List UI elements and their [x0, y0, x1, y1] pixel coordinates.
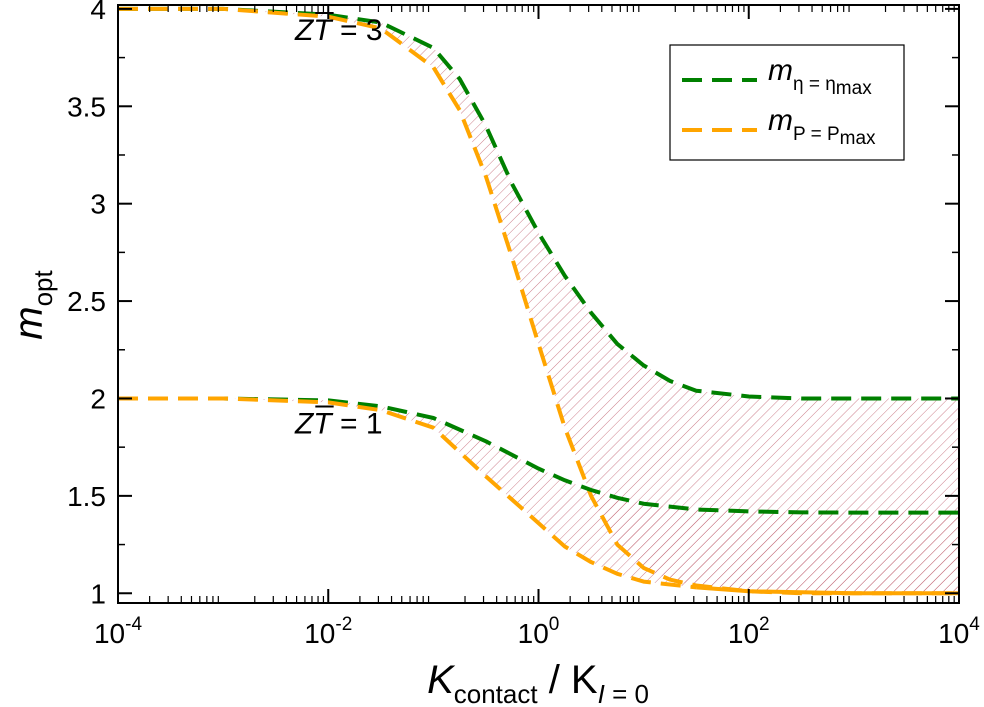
- shaded-region-zt-3: [118, 8, 959, 594]
- annotations: ZT = 3 ZT = 1: [294, 12, 383, 441]
- ticks-layer: 1 1.5 2 2.5 3 3.5 4 10-4 10-2 100 102 104: [67, 0, 980, 649]
- shaded-region-layer: [118, 8, 959, 594]
- x-tick-label: 104: [938, 614, 980, 649]
- annotation-zt-3: ZT = 3: [294, 12, 383, 47]
- svg-text:mopt: mopt: [7, 269, 58, 339]
- y-tick-label: 2: [90, 383, 106, 414]
- legend-label-eta: mη = ηmax: [768, 54, 872, 99]
- x-axis-label-main: K: [427, 658, 456, 702]
- series-line-3-tail: [696, 585, 959, 596]
- x-tick-label: 10-2: [304, 614, 352, 649]
- x-tick-label: 100: [518, 614, 560, 649]
- series-layer: [118, 6, 959, 596]
- x-axis-label-sep: / K: [538, 658, 598, 702]
- legend-box: [669, 44, 905, 161]
- series-line-3: [118, 396, 697, 590]
- y-tick-label: 3: [90, 189, 106, 220]
- x-axis-label-sub2-rest: = 0: [605, 679, 649, 707]
- x-tick-label: 10-4: [94, 614, 142, 649]
- y-tick-label: 1: [90, 578, 106, 609]
- x-tick-label: 102: [728, 614, 770, 649]
- y-axis-label: mopt: [7, 269, 58, 339]
- svg-text:Kcontact / KI = 0: Kcontact / KI = 0: [427, 658, 649, 707]
- series-line-2: [118, 396, 959, 515]
- series-line-0: [118, 6, 959, 401]
- y-tick-label: 1.5: [67, 481, 106, 512]
- annotation-zt-1: ZT = 1: [294, 405, 383, 441]
- y-tick-label: 2.5: [67, 286, 106, 317]
- legend: mη = ηmax mP = Pmax: [669, 44, 905, 161]
- shaded-region-zt-1: [118, 398, 959, 594]
- y-axis-label-sub: opt: [28, 269, 58, 306]
- x-axis-label-sub2-italic: I: [598, 679, 605, 707]
- svg-text:ZT = 1: ZT = 1: [294, 408, 383, 441]
- y-tick-label: 3.5: [67, 91, 106, 122]
- y-axis-label-main: m: [7, 306, 51, 339]
- x-axis-label: Kcontact / KI = 0: [427, 658, 649, 707]
- y-tick-label: 4: [90, 0, 106, 25]
- svg-text:ZT = 3: ZT = 3: [294, 14, 383, 47]
- x-axis-label-sub1: contact: [454, 679, 539, 707]
- legend-label-power: mP = Pmax: [768, 104, 876, 149]
